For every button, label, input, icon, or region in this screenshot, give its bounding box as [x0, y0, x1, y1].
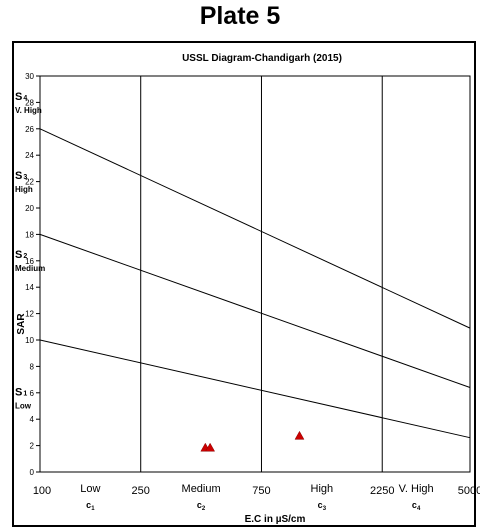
- y-tick-label: 26: [25, 125, 34, 134]
- sodium-class-code: S4: [15, 91, 27, 103]
- chart-frame: [12, 41, 476, 527]
- salinity-class-code: c2: [197, 500, 206, 512]
- x-tick-label: 750: [252, 485, 270, 497]
- data-points: [200, 430, 305, 452]
- page-title: Plate 5: [199, 2, 281, 30]
- y-tick-label: 12: [25, 310, 34, 319]
- salinity-class-sub: 4: [417, 506, 421, 512]
- salinity-class-sub: 3: [323, 506, 327, 512]
- y-tick-label: 14: [25, 283, 34, 292]
- chart-title: USSL Diagram-Chandigarh (2015): [182, 53, 342, 64]
- y-tick-label: 2: [30, 442, 35, 451]
- salinity-class-name: High: [311, 483, 334, 495]
- y-tick-label: 30: [25, 72, 34, 81]
- x-axis-ticks: 100 250 750 2250 5000: [33, 485, 480, 497]
- salinity-class-code: c3: [318, 500, 327, 512]
- sodium-class-sub: 4: [23, 95, 27, 102]
- sodium-class-code: S2: [15, 249, 27, 261]
- x-tick-label: 5000: [458, 485, 480, 497]
- salinity-class-name: Medium: [182, 483, 221, 495]
- y-tick-label: 22: [25, 178, 34, 187]
- y-tick-label: 18: [25, 230, 34, 239]
- x-axis-label: E.C in µS/cm: [245, 514, 306, 525]
- data-point: [294, 430, 305, 440]
- sodium-class-code: S1: [15, 386, 27, 398]
- sodium-class-name: V. High: [15, 106, 42, 115]
- data-point: [205, 442, 216, 452]
- salinity-class-name: Low: [80, 483, 100, 495]
- sodium-class-name: Medium: [15, 264, 45, 273]
- sar-boundary-line: [39, 339, 471, 439]
- sodium-class-sub: 1: [23, 390, 27, 397]
- boundary-group: [39, 76, 471, 472]
- sodium-class-code: S3: [15, 170, 27, 182]
- y-tick-label: 28: [25, 98, 34, 107]
- y-tick-label: 4: [30, 415, 35, 424]
- x-tick-label: 100: [33, 485, 51, 497]
- salinity-class-code: c1: [86, 500, 95, 512]
- y-tick-label: 24: [25, 151, 34, 160]
- x-tick-label: 250: [132, 485, 150, 497]
- salinity-class-code: c4: [412, 500, 421, 512]
- plot-area: [39, 75, 471, 473]
- sar-boundary-line: [39, 233, 471, 388]
- sodium-class-sub: 3: [23, 174, 27, 181]
- class-labels: Low c1 Medium c2 High c3 V. High c4 S1 Low S2 Mediu…: [15, 91, 434, 512]
- salinity-class-sub: 1: [91, 506, 95, 512]
- sodium-class-name: High: [15, 185, 33, 194]
- sodium-class-sub: 2: [23, 253, 27, 260]
- salinity-class-name: V. High: [399, 483, 434, 495]
- y-tick-label: 10: [25, 336, 34, 345]
- sodium-class-name: Low: [15, 401, 32, 410]
- y-tick-label: 0: [30, 468, 35, 477]
- y-axis-label: SAR: [16, 313, 27, 335]
- salinity-class-sub: 2: [202, 506, 206, 512]
- sar-boundary-line: [39, 128, 471, 329]
- y-tick-label: 16: [25, 257, 34, 266]
- y-tick-label: 8: [30, 362, 35, 371]
- x-tick-label: 2250: [370, 485, 394, 497]
- y-tick-label: 6: [30, 389, 35, 398]
- y-tick-label: 20: [25, 204, 34, 213]
